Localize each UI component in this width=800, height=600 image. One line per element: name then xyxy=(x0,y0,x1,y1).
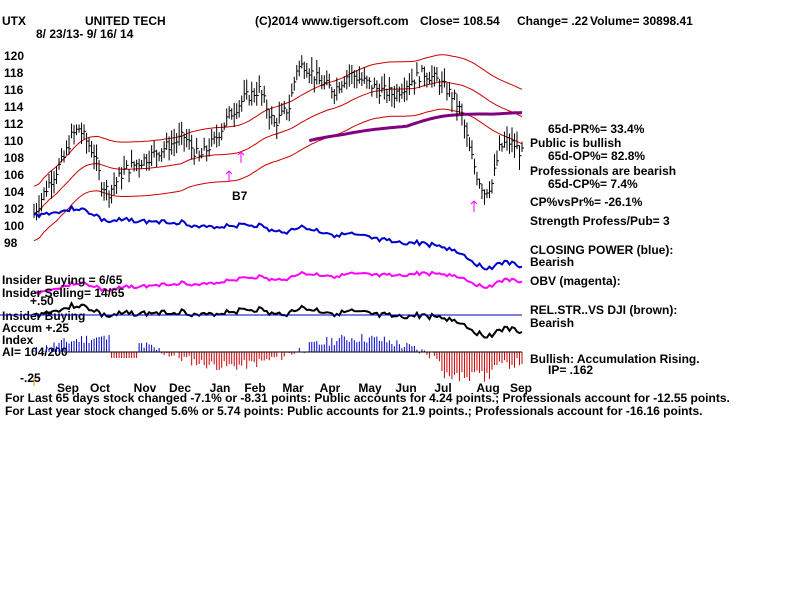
rp-65d-cp: 65d-CP%= 7.4% xyxy=(548,177,638,191)
accumulation-histogram xyxy=(33,334,523,382)
x-tick-label: Sep xyxy=(510,381,532,395)
x-tick-label: Apr xyxy=(320,381,341,395)
y-tick-label: 102 xyxy=(4,202,24,216)
y-tick-label: 98 xyxy=(4,236,18,250)
y-tick-label: 118 xyxy=(4,66,24,80)
indicator-lines xyxy=(33,204,523,339)
upper-band xyxy=(33,54,523,187)
y-tick-label: 116 xyxy=(4,83,24,97)
header-volume: Volume= 30898.41 xyxy=(590,14,693,28)
price-bands xyxy=(33,54,523,242)
rp-cp-bearish: Bearish xyxy=(530,255,574,269)
x-tick-label: May xyxy=(358,381,382,395)
rp-cp-vs-pr: CP%vsPr%= -26.1% xyxy=(530,195,643,209)
rp-professionals-bearish: Professionals are bearish xyxy=(530,164,676,178)
up-arrow-jan xyxy=(225,170,233,182)
rp-closing-power: CLOSING POWER (blue): xyxy=(530,243,673,257)
x-axis: Sep Oct Nov Dec Jan Feb Mar Apr May Jun Jul Aug Sep xyxy=(57,381,532,395)
obv-line xyxy=(33,270,523,296)
up-arrow-aug xyxy=(470,200,478,212)
x-tick-label: Feb xyxy=(244,381,265,395)
insider-buying-2: Insider Buying xyxy=(2,309,85,323)
price-bars xyxy=(33,55,524,221)
x-tick-label: Dec xyxy=(169,381,191,395)
x-tick-label: Mar xyxy=(282,381,304,395)
x-tick-label: Jan xyxy=(210,381,231,395)
y-tick-label: 120 xyxy=(4,49,24,63)
x-tick-label: Nov xyxy=(134,381,157,395)
footer-line-1: For Last 65 days stock changed -7.1% or … xyxy=(5,391,730,405)
lower-band xyxy=(33,108,523,242)
y-axis: 120 118 116 114 112 110 108 106 104 102 100 98 xyxy=(4,49,24,250)
header-name: UNITED TECH xyxy=(85,14,166,28)
y-tick-label: 100 xyxy=(4,219,24,233)
rp-65d-op: 65d-OP%= 82.8% xyxy=(548,149,645,163)
x-tick-label: Aug xyxy=(476,381,499,395)
up-arrow-feb xyxy=(237,151,245,163)
fifty-label: +.50 xyxy=(30,294,54,308)
ai-label: AI= 104/200 xyxy=(2,345,68,359)
ma21-line xyxy=(33,81,523,214)
closing-power-line xyxy=(33,204,523,271)
y-tick-label: 110 xyxy=(4,134,24,148)
rp-accum: Bullish: Accumulation Rising. xyxy=(530,352,700,366)
rel-strength-line xyxy=(33,301,523,339)
y-tick-label: 112 xyxy=(4,117,24,131)
header-dates: 8/ 23/13- 9/ 16/ 14 xyxy=(36,27,134,41)
x-tick-label: Jun xyxy=(395,381,416,395)
rp-65d-pr: 65d-PR%= 33.4% xyxy=(548,122,645,136)
header-close: Close= 108.54 xyxy=(420,14,500,28)
ma65-line xyxy=(308,111,523,143)
rp-rel-str: REL.STR..VS DJI (brown): xyxy=(530,303,677,317)
x-tick-label: Jul xyxy=(434,381,451,395)
insider-buying: Insider Buying = 6/65 xyxy=(2,273,123,287)
rp-obv: OBV (magenta): xyxy=(530,274,621,288)
signal-b7: B7 xyxy=(232,189,248,203)
x-tick-label: Oct xyxy=(90,381,110,395)
y-tick-label: 106 xyxy=(4,168,24,182)
y-tick-label: 108 xyxy=(4,151,24,165)
rp-public-bullish: Public is bullish xyxy=(530,136,621,150)
rp-rel-bearish: Bearish xyxy=(530,316,574,330)
y-tick-label: 104 xyxy=(4,185,24,199)
accum-label: Accum +.25 xyxy=(2,321,69,335)
rp-strength: Strength Profess/Pub= 3 xyxy=(530,214,670,228)
header-source: (C)2014 www.tigersoft.com xyxy=(255,14,409,28)
rp-ip: IP= .162 xyxy=(548,363,593,377)
y-tick-label: 114 xyxy=(4,100,24,114)
insider-selling: Insider Selling= 14/65 xyxy=(2,286,125,300)
footer-line-2: For Last year stock changed 5.6% or 5.74… xyxy=(5,404,703,418)
x-tick-label: Sep xyxy=(57,381,79,395)
header-change: Change= .22 xyxy=(517,14,588,28)
header-symbol: UTX xyxy=(2,14,26,28)
minus25-label: -.25 xyxy=(20,371,41,385)
index-label: Index xyxy=(2,333,34,347)
